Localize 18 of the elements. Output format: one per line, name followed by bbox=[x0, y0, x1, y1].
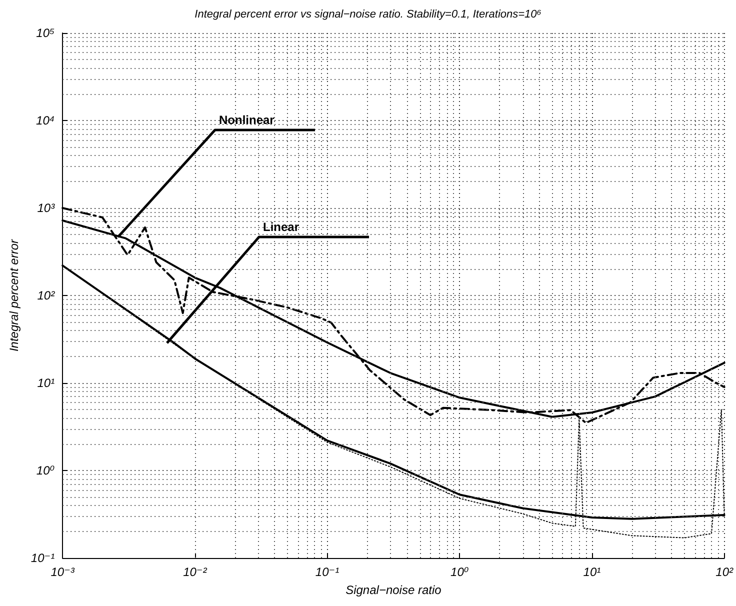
y-axis-title: Integral percent error bbox=[7, 238, 21, 352]
x-tick-label: 10² bbox=[716, 565, 734, 579]
annotation: Nonlinear bbox=[219, 113, 275, 127]
y-tick-label: 10¹ bbox=[37, 376, 55, 390]
x-tick-label: 10⁻¹ bbox=[315, 565, 340, 579]
y-tick-label: 10⁰ bbox=[36, 464, 55, 478]
y-tick-label: 10² bbox=[37, 288, 56, 302]
y-tick-label: 10³ bbox=[37, 201, 56, 215]
x-axis-title: Signal−noise ratio bbox=[346, 583, 442, 597]
y-tick-label: 10⁻¹ bbox=[30, 551, 55, 565]
chart-title: Integral percent error vs signal−noise ratio. Stability=0.1, Iterations=10⁶ bbox=[194, 8, 542, 20]
y-tick-label: 10⁴ bbox=[36, 114, 55, 128]
x-tick-label: 10⁰ bbox=[450, 565, 469, 579]
annotation: Linear bbox=[263, 220, 300, 234]
y-tick-label: 10⁵ bbox=[36, 26, 55, 40]
x-tick-label: 10¹ bbox=[583, 565, 601, 579]
x-tick-label: 10⁻² bbox=[183, 565, 208, 579]
x-tick-label: 10⁻³ bbox=[50, 565, 76, 579]
